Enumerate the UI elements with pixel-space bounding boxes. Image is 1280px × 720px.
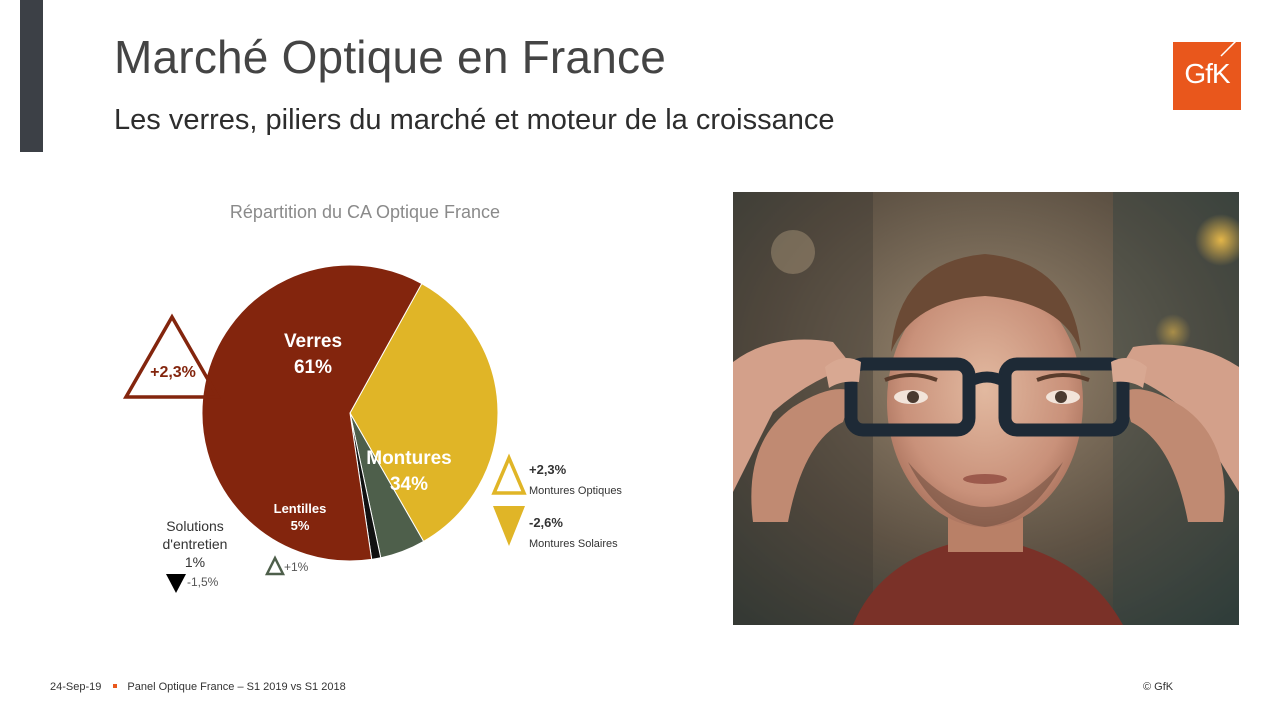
chart-title: Répartition du CA Optique France (230, 202, 500, 222)
montures-optiques-label: Montures Optiques (529, 485, 622, 497)
montures-optiques-growth: +2,3% (529, 462, 567, 477)
slice-value-montures: 34% (390, 474, 428, 495)
man-holding-glasses-photo (733, 192, 1239, 625)
slice-value-lentilles: 5% (291, 518, 310, 533)
solutions-down-icon (166, 574, 186, 593)
side-accent-bar (20, 0, 43, 152)
solutions-growth-value: -1,5% (187, 575, 219, 589)
footer-separator (113, 684, 118, 689)
montures-solaires-down-icon (493, 506, 525, 546)
footer-copyright: © GfK (1143, 681, 1174, 693)
lentilles-growth-up-icon (264, 555, 286, 576)
verres-growth-value: +2,3% (150, 364, 196, 381)
lentilles-growth-value: +1% (284, 560, 309, 574)
solutions-value: 1% (185, 554, 205, 570)
footer-date: 24-Sep-19 (50, 681, 102, 693)
verres-growth-up-icon (122, 313, 222, 399)
footer-source-text: Panel Optique France – S1 2019 vs S1 201… (127, 681, 346, 693)
pie-chart: Répartition du CA Optique France Verres … (100, 190, 660, 610)
page-subtitle: Les verres, piliers du marché et moteur … (114, 104, 835, 136)
slice-name-verres: Verres (284, 331, 342, 352)
logo-text: GfK (1184, 58, 1230, 89)
slice-value-verres: 61% (294, 357, 332, 378)
solutions-label-line2: d'entretien (163, 536, 228, 552)
footer-source: 24-Sep-19 Panel Optique France – S1 2019 … (50, 681, 346, 693)
slice-name-montures: Montures (366, 448, 452, 469)
slice-name-lentilles: Lentilles (274, 501, 327, 516)
gfk-logo: GfK (1173, 42, 1241, 110)
pie-slices (201, 264, 499, 562)
montures-solaires-label: Montures Solaires (529, 538, 618, 550)
solutions-label-line1: Solutions (166, 518, 224, 534)
montures-solaires-growth: -2,6% (529, 515, 563, 530)
page-title: Marché Optique en France (114, 31, 666, 83)
montures-optiques-up-icon (491, 453, 527, 495)
pie-slice-verres (201, 264, 423, 562)
